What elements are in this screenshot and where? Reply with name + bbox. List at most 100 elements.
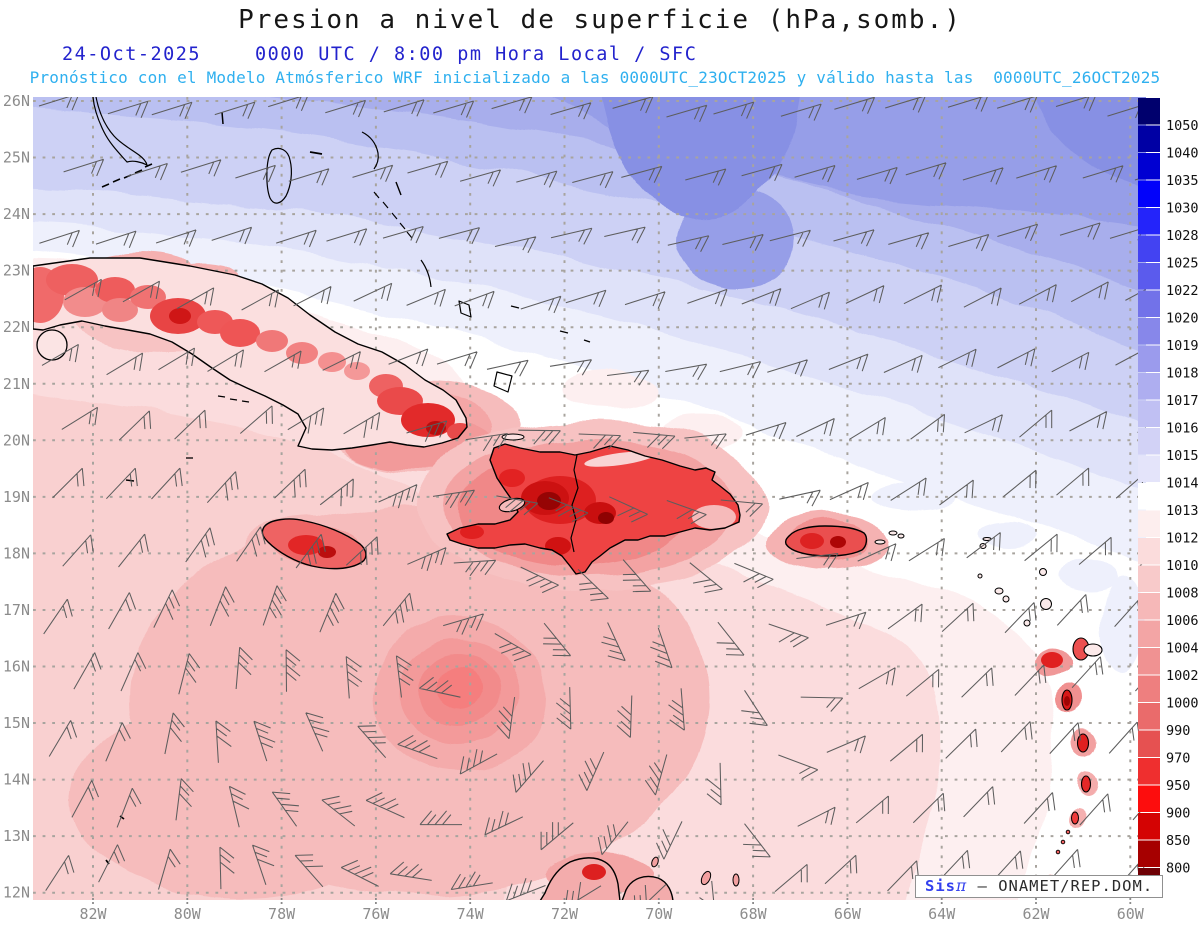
lat-label: 13N	[3, 827, 30, 845]
terrain-blob	[220, 319, 260, 347]
curacao	[700, 870, 712, 886]
lat-label: 12N	[3, 884, 30, 902]
colorbar-cell	[1138, 180, 1160, 207]
isobar-band	[1033, 97, 1146, 190]
valid-date: 24-Oct-2025	[62, 44, 202, 65]
lat-label: 24N	[3, 205, 30, 223]
isobar-band	[601, 97, 799, 221]
coastline	[621, 875, 674, 900]
martinique	[1076, 733, 1090, 753]
map-title: Presion a nivel de superficie (hPa,somb.…	[238, 5, 962, 35]
antigua	[1040, 598, 1052, 610]
colorbar-cell	[1138, 675, 1160, 702]
colorbar-label: 850	[1166, 833, 1190, 849]
colorbar-label: 1004	[1166, 641, 1199, 657]
colorbar-cell	[1138, 593, 1160, 620]
coastline	[539, 857, 621, 900]
isobar-band	[560, 372, 660, 408]
colorbar-label: 1006	[1166, 613, 1199, 629]
colorbar-label: 1016	[1166, 421, 1199, 437]
jamaica-terrain	[288, 535, 336, 558]
colorbar-cell	[1138, 565, 1160, 592]
isobar-band	[70, 700, 410, 900]
lat-label: 23N	[3, 262, 30, 280]
terrain-blob	[130, 285, 166, 309]
terrain-blob	[256, 330, 288, 352]
colorbar-cell	[1138, 400, 1160, 427]
st-vincent	[1071, 811, 1079, 825]
new-providence	[309, 151, 323, 155]
guadeloupe-terrain-blob	[1041, 652, 1063, 668]
eleuthera	[361, 131, 379, 170]
colorbar-label: 1022	[1166, 283, 1199, 299]
isobar-band	[1062, 560, 1118, 590]
aruba	[651, 856, 659, 868]
colorbar-label: 1025	[1166, 256, 1199, 272]
lon-label: 72W	[551, 905, 579, 923]
wind-barb-glyphs	[38, 97, 1146, 900]
low-center	[438, 668, 486, 708]
florida-tip	[92, 97, 148, 166]
credit-separator: –	[967, 877, 999, 895]
colorbar-cell	[1138, 208, 1160, 235]
andros-island	[266, 147, 292, 204]
exuma-cays	[382, 201, 389, 209]
florida-keys	[144, 163, 153, 168]
lon-label: 62W	[1022, 905, 1050, 923]
colorbar-cell	[1138, 290, 1160, 317]
exuma-cays	[406, 231, 413, 239]
colorbar-label: 990	[1166, 723, 1190, 739]
colorbar-label: 1028	[1166, 228, 1199, 244]
lat-label: 17N	[3, 601, 30, 619]
colorbar-label: 1035	[1166, 173, 1199, 189]
axis-labels: 26N 25N 24N 23N 22N 21N 20N 19N 18N 17N 16N 15N 14N 1…	[3, 92, 1145, 923]
lat-label: 18N	[3, 544, 30, 562]
mayaguana	[510, 305, 520, 309]
lon-label: 78W	[268, 905, 296, 923]
valid-time: 0000 UTC / 8:00 pm Hora Local / SFC	[255, 44, 698, 65]
lat-label: 19N	[3, 488, 30, 506]
colorbar-label: 1015	[1166, 448, 1199, 464]
colorbar-cell	[1138, 813, 1160, 840]
colorbar-label: 900	[1166, 806, 1190, 822]
colorbar-label: 1014	[1166, 476, 1199, 492]
puertorico-fill	[785, 526, 867, 556]
nevis	[1002, 595, 1010, 603]
florida-keys	[112, 178, 121, 183]
terrain-blob	[286, 342, 318, 364]
forecast-note: Pronóstico con el Modelo Atmósferico WRF…	[29, 68, 1161, 87]
terrain-blob	[830, 536, 846, 548]
colorbar-label: 1008	[1166, 586, 1199, 602]
grand-cayman	[125, 479, 135, 482]
isobar-band	[1102, 575, 1146, 675]
coastline	[784, 525, 868, 557]
colorbar-cell	[1138, 758, 1160, 785]
colorbar-cell	[1138, 235, 1160, 262]
lat-label: 21N	[3, 375, 30, 393]
lon-label: 74W	[457, 905, 485, 923]
colorbar-cell	[1138, 428, 1160, 455]
colorbar-cell	[1138, 538, 1160, 565]
colorbar-label: 1002	[1166, 668, 1199, 684]
lat-label: 14N	[3, 771, 30, 789]
florida-keys	[101, 183, 110, 188]
lat-label: 26N	[3, 92, 30, 110]
coastline	[446, 443, 741, 575]
lon-label: 82W	[79, 905, 107, 923]
lat-label: 16N	[3, 658, 30, 676]
terrain-blob	[169, 308, 191, 324]
providencia	[119, 815, 125, 820]
terrain-blob	[499, 469, 525, 487]
tortuga-island	[501, 433, 525, 441]
guajira-terrain	[582, 864, 606, 880]
colorbar-cell	[1138, 840, 1160, 867]
great-inagua	[493, 371, 513, 393]
lon-label: 70W	[645, 905, 673, 923]
lon-label: 64W	[928, 905, 956, 923]
colorbar-cell	[1138, 373, 1160, 400]
colorbar-label: 1020	[1166, 311, 1199, 327]
cat-island	[395, 181, 402, 196]
pi-symbol: π	[956, 877, 968, 895]
colorbar-cell	[1138, 648, 1160, 675]
